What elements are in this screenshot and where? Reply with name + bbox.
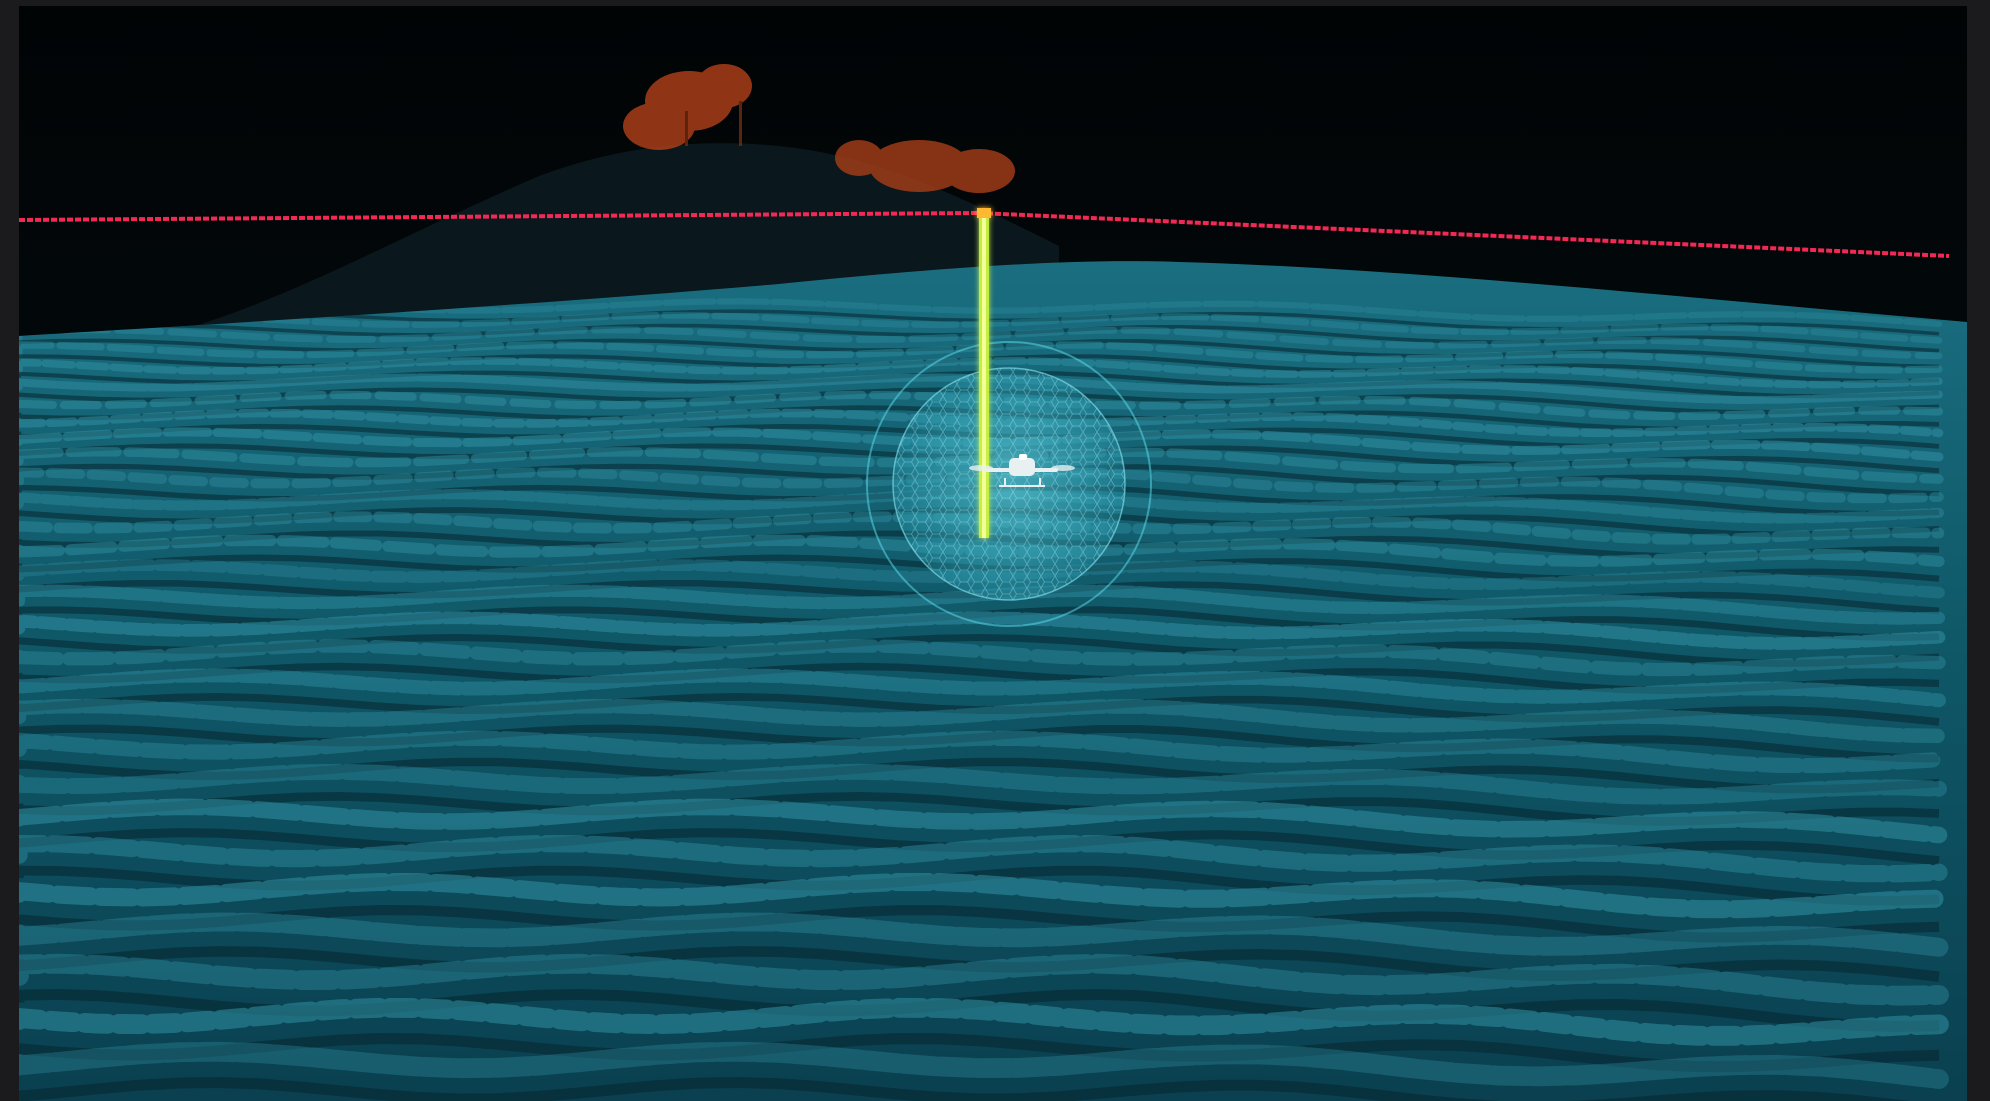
crop-row-highlight — [19, 341, 1943, 374]
crop-row-highlight — [19, 834, 1948, 883]
crop-row-shadow — [19, 946, 1940, 982]
crop-row-highlight — [19, 1041, 1949, 1089]
laser-beam-icon — [977, 208, 991, 538]
crop-row-highlight — [19, 798, 1948, 844]
crop-rows — [19, 298, 1949, 1101]
drone-icon — [969, 454, 1075, 487]
tree-canopy-right — [835, 140, 1015, 193]
scan-zone-icon — [892, 367, 1126, 601]
crop-row-highlight — [19, 872, 1949, 919]
crop-row-highlight — [19, 763, 1947, 805]
crop-row-highlight — [19, 373, 1943, 404]
tree-canopy-left — [623, 64, 752, 150]
crop-row-shadow — [19, 1033, 1940, 1073]
crop-row-shadow — [19, 757, 1940, 794]
crop-row-shadow — [19, 1076, 1940, 1101]
crop-row-highlight — [19, 698, 1947, 744]
crop-row-highlight — [19, 584, 1946, 625]
crop-row-shadow — [19, 323, 1940, 353]
crop-row-highlight — [19, 953, 1949, 1006]
lidar-scene — [19, 6, 1967, 1101]
crop-row-shadow — [19, 338, 1940, 369]
crop-row-highlight — [19, 730, 1947, 774]
crop-row-highlight — [19, 668, 1946, 708]
crop-row-highlight — [19, 639, 1946, 677]
crop-row-highlight — [19, 997, 1949, 1046]
crop-row-highlight — [19, 611, 1946, 650]
crop-row-shadow — [19, 633, 1940, 667]
scan-zone-outer-ring — [866, 341, 1152, 627]
crop-row-shadow — [19, 579, 1940, 615]
crop-row-shadow — [19, 724, 1940, 763]
lidar-viewport — [19, 6, 1967, 1101]
crop-row-highlight — [19, 326, 1943, 360]
crop-row-highlight — [19, 912, 1949, 957]
crop-row-highlight — [19, 357, 1943, 389]
crop-row-highlight — [19, 311, 1943, 344]
crop-row-shadow — [19, 905, 1940, 943]
crop-row-shadow — [19, 693, 1940, 726]
crop-row-shadow — [19, 662, 1940, 695]
crop-row-shadow — [19, 828, 1940, 866]
